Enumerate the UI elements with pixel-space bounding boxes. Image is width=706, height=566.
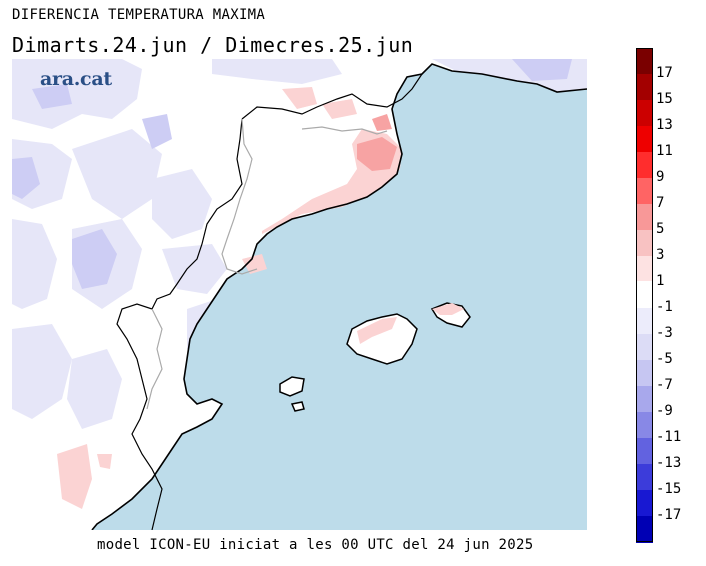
legend-swatch — [636, 412, 653, 439]
legend-swatch — [636, 204, 653, 231]
legend-label: -1 — [656, 299, 673, 315]
province-border-3 — [146, 308, 163, 410]
legend-swatch — [636, 308, 653, 335]
legend-label: -15 — [656, 481, 682, 497]
legend-label: -13 — [656, 455, 682, 471]
forecast-map — [12, 59, 587, 530]
legend-label: 11 — [656, 143, 673, 159]
balearic-islands — [279, 302, 471, 412]
formentera-island — [290, 401, 305, 412]
legend-label: 13 — [656, 117, 673, 133]
northern-border — [241, 73, 423, 120]
legend-swatch — [636, 334, 653, 361]
cooler-anomaly-areas — [12, 59, 572, 289]
province-border-2 — [301, 126, 388, 135]
legend-label: 1 — [656, 273, 665, 289]
legend-label: 7 — [656, 195, 665, 211]
legend-label: -11 — [656, 429, 682, 445]
legend-swatch — [636, 126, 653, 153]
mallorca-warm-patch — [357, 317, 397, 344]
legend-swatch — [636, 230, 653, 257]
legend-swatch — [636, 178, 653, 205]
legend-gap — [636, 281, 653, 284]
regional-border — [116, 118, 243, 530]
legend-swatch — [636, 360, 653, 387]
legend-colorbar — [636, 48, 653, 543]
legend-swatch — [636, 152, 653, 179]
legend-swatch — [636, 74, 653, 101]
legend-swatch — [636, 386, 653, 413]
legend-swatch — [636, 256, 653, 283]
legend-label: -17 — [656, 507, 682, 523]
mallorca-island — [346, 313, 418, 365]
legend-label: 15 — [656, 91, 673, 107]
legend-swatch — [636, 100, 653, 127]
legend-label: -5 — [656, 351, 673, 367]
ibiza-island — [279, 376, 305, 397]
legend-label: 17 — [656, 65, 673, 81]
legend-label: 9 — [656, 169, 665, 185]
legend-swatch — [636, 48, 653, 75]
legend-swatch — [636, 490, 653, 517]
legend-label: -7 — [656, 377, 673, 393]
legend-label: 5 — [656, 221, 665, 237]
province-border — [221, 118, 258, 275]
coastline — [91, 63, 587, 530]
legend-swatch — [636, 282, 653, 309]
legend-label: -3 — [656, 325, 673, 341]
chart-title: DIFERENCIA TEMPERATURA MAXIMA — [12, 7, 266, 23]
menorca-warm-patch — [432, 303, 464, 315]
legend-swatch — [636, 438, 653, 465]
legend-label: 3 — [656, 247, 665, 263]
legend-swatch — [636, 516, 653, 543]
legend-swatch — [636, 464, 653, 491]
chart-subtitle: Dimarts.24.jun / Dimecres.25.jun — [12, 33, 414, 57]
warmer-anomaly-areas — [357, 114, 397, 171]
ara-cat-logo: ara.cat — [40, 68, 112, 90]
legend-label: -9 — [656, 403, 673, 419]
chart-footer: model ICON-EU iniciat a les 00 UTC del 2… — [97, 537, 534, 553]
